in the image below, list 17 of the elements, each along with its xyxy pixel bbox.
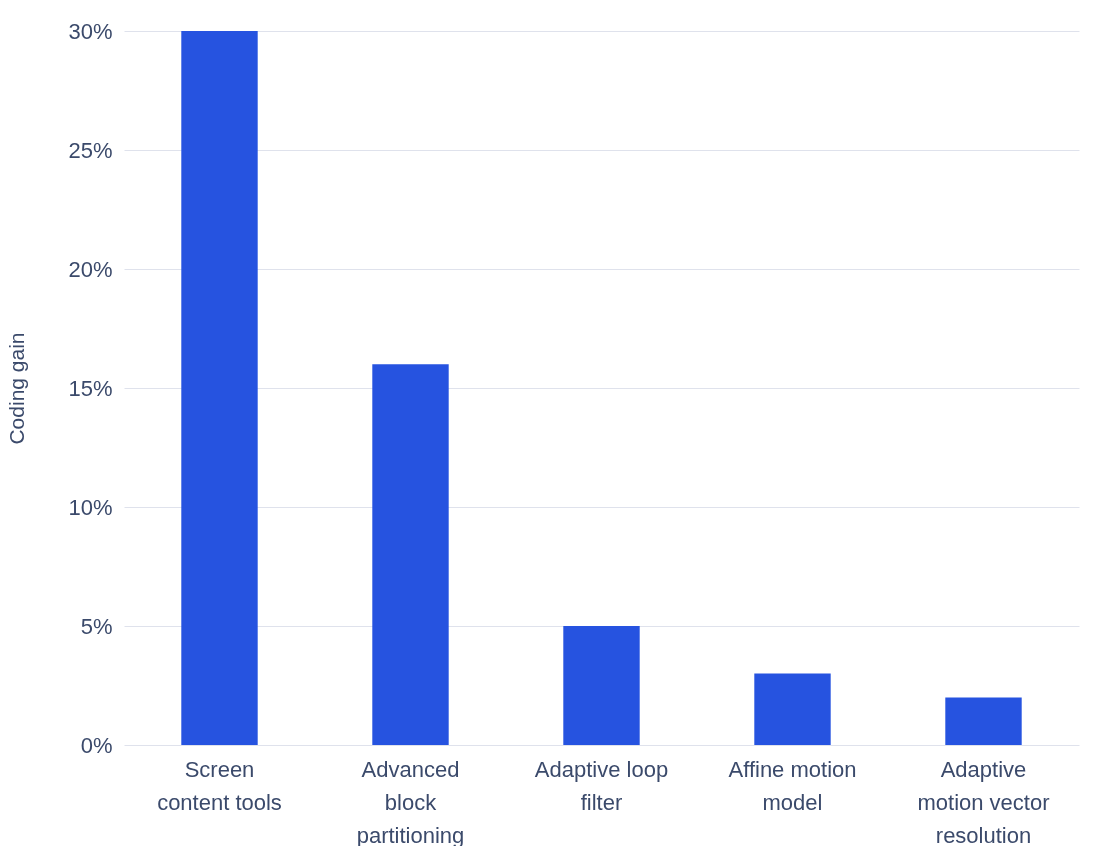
y-tick-label: 30% xyxy=(68,18,113,44)
bar xyxy=(563,626,640,745)
x-tick-label: Affine motion model xyxy=(728,756,857,815)
y-tick-label: 20% xyxy=(68,256,113,282)
y-tick-label: 15% xyxy=(68,375,113,401)
x-tick-label: Adaptive loop filter xyxy=(534,756,669,815)
bar xyxy=(372,364,449,745)
y-tick-label: 0% xyxy=(80,732,113,758)
y-axis-title: Coding gain xyxy=(5,332,29,445)
x-tick-label: Adaptive motion vector resolution xyxy=(917,756,1050,848)
bar xyxy=(181,31,258,745)
y-tick-label: 5% xyxy=(80,613,113,639)
y-tick-label: 25% xyxy=(68,137,113,163)
bar xyxy=(945,697,1022,745)
x-tick-label: Screen content tools xyxy=(157,756,282,815)
bar xyxy=(754,673,831,745)
y-tick-label: 10% xyxy=(68,494,113,520)
